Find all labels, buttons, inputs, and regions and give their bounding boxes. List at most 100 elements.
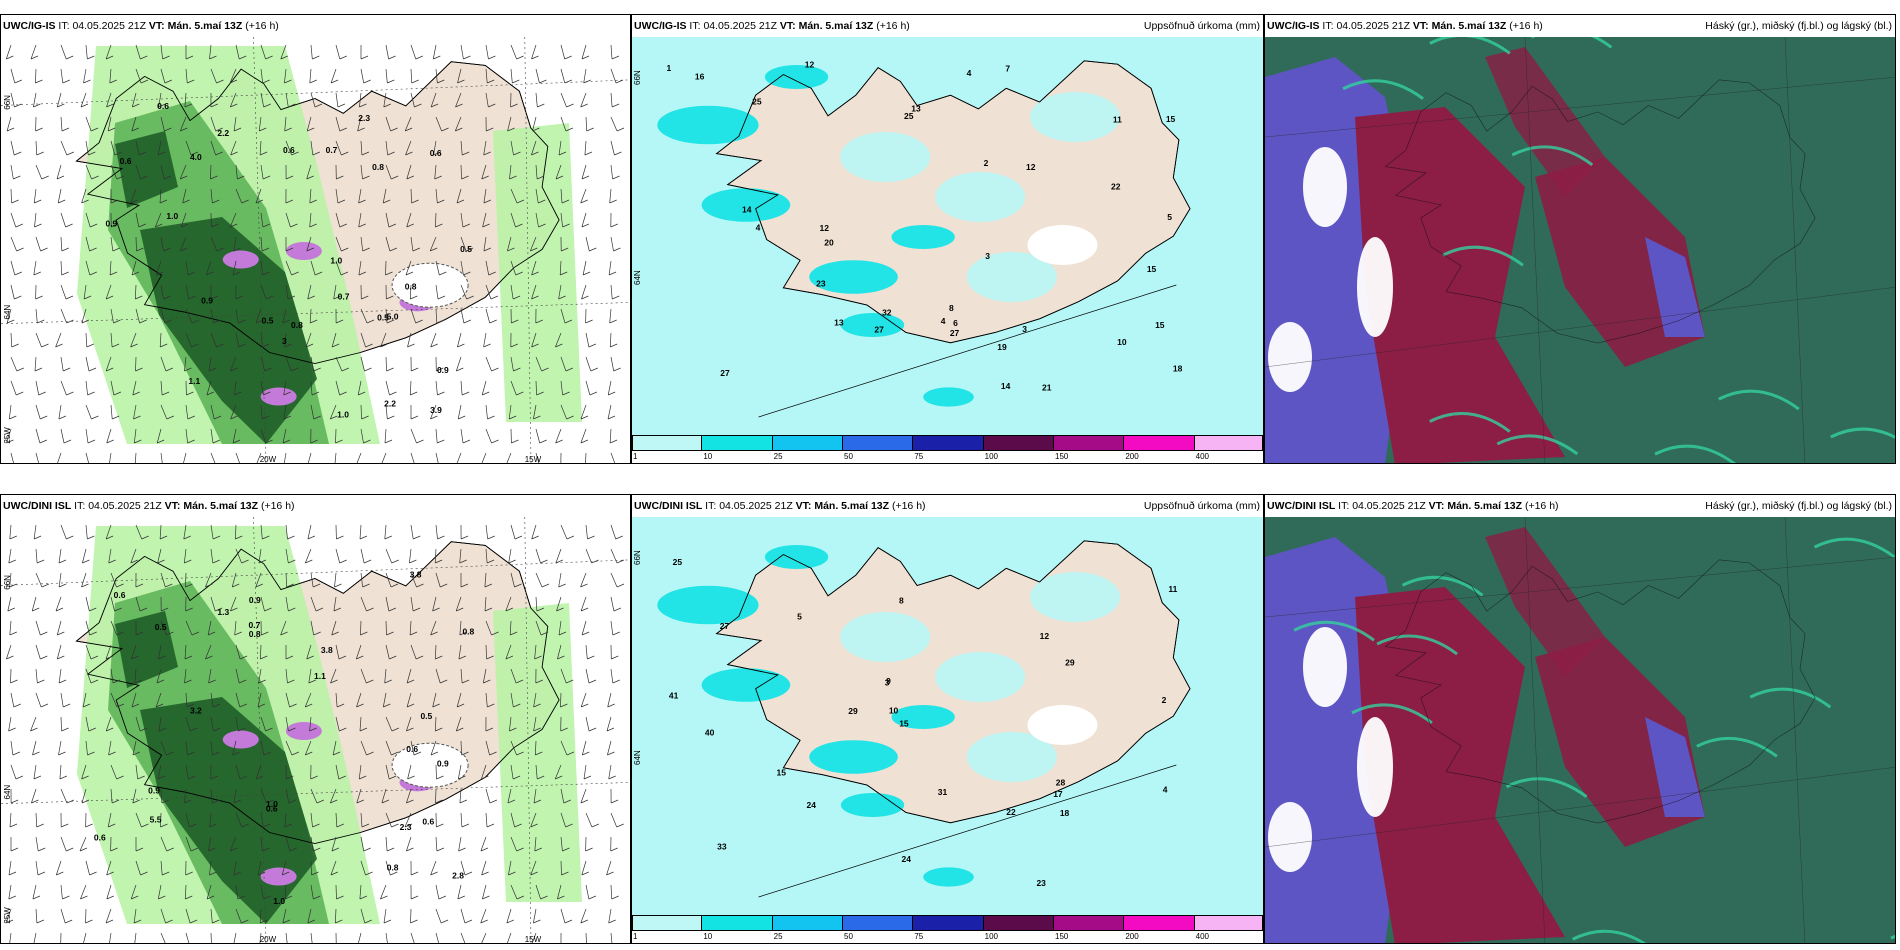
wind-precip-map[interactable]: 66N 64N 25W 20W 15W 1.0 0.9 0.5 0.7 0.6 0.8 1.0 0.6 0… [1, 37, 631, 464]
wind-barb [281, 860, 290, 876]
cloud-edge-contour [1429, 37, 1511, 55]
precip-value-label: 0.9 [105, 218, 117, 228]
wind-barb [610, 236, 621, 252]
wind-barb [35, 548, 45, 564]
wind-barb [206, 884, 215, 900]
cloud-cover-map[interactable] [1265, 517, 1896, 944]
wind-barb [610, 572, 625, 588]
snow-area [222, 250, 259, 269]
wind-barb [31, 788, 39, 804]
wind-barb [459, 548, 467, 564]
precip-amount-label: 12 [805, 60, 815, 70]
high-cloud-area [1355, 107, 1565, 463]
model-name: UWC/DINI ISL [634, 500, 703, 512]
wind-barb [135, 716, 148, 732]
wind-barb [335, 380, 347, 396]
wind-barb [559, 260, 568, 276]
wind-barb [435, 116, 449, 132]
wind-barb [480, 908, 488, 924]
wind-barb [580, 908, 588, 924]
colorbar-frame [632, 435, 1263, 451]
wind-barb [360, 908, 372, 924]
wind-barb [106, 92, 114, 108]
wind-barb [385, 548, 399, 564]
wind-barb [5, 44, 14, 60]
wind-barb [434, 164, 442, 180]
wind-barb [35, 572, 50, 588]
precip-amount-label: 12 [820, 223, 830, 233]
precip-amount-label: 15 [776, 767, 786, 777]
wind-barb [185, 260, 196, 276]
wind-barb [580, 404, 589, 420]
wind-barb [310, 260, 323, 276]
wind-barb [510, 284, 521, 300]
wind-barb [580, 596, 589, 612]
wind-barb [134, 668, 142, 684]
colorbar-segment [702, 435, 773, 451]
wind-barb [335, 236, 349, 252]
precip-amount-label: 28 [1056, 778, 1066, 788]
wind-barb [131, 116, 139, 132]
wind-barb [508, 548, 516, 564]
wind-barb [535, 68, 547, 84]
wind-barb [160, 356, 174, 372]
lead-time: (+16 h) [891, 500, 926, 512]
wind-barb [557, 644, 565, 660]
cloud-cover-map[interactable] [1265, 37, 1896, 464]
precip-light-area [966, 732, 1057, 782]
accum-precip-map[interactable]: 66N64N9118152524272415104029311817122223… [632, 517, 1264, 917]
wind-barb [435, 452, 439, 463]
axis-label: 66N [3, 95, 12, 110]
wind-barb [58, 548, 67, 564]
colorbar-tick-label: 10 [703, 932, 713, 941]
precip-amount-label: 13 [911, 103, 921, 113]
wind-barb [185, 404, 195, 420]
wind-barb [358, 260, 367, 276]
precip-amount-label: 25 [752, 97, 762, 107]
axis-label: 64N [3, 785, 12, 800]
model-name: UWC/IG-IS [3, 20, 56, 32]
wind-barb [110, 572, 124, 588]
wind-barb [580, 428, 589, 444]
wind-barb [60, 116, 70, 132]
wind-barb [510, 260, 523, 276]
wind-barb [410, 236, 421, 252]
wind-barb [460, 164, 469, 180]
wind-barb [60, 212, 73, 228]
coastline [715, 60, 1191, 344]
wind-barb [310, 572, 321, 588]
wind-barb [435, 68, 445, 84]
precip-value-label: 3 [282, 336, 287, 346]
wind-barb [208, 356, 217, 372]
wind-barb [507, 236, 515, 252]
wind-barb [35, 428, 48, 444]
wind-barb [35, 908, 45, 924]
wind-barb [357, 380, 366, 396]
wind-barb [610, 92, 620, 108]
wind-barb [507, 116, 515, 132]
wind-barb [284, 116, 292, 132]
wind-barb [460, 860, 473, 876]
wind-barb [509, 716, 517, 732]
wind-barb [285, 668, 295, 684]
wind-barb [410, 68, 419, 84]
valid-time: Mán. 5.maí 13Z [183, 500, 259, 512]
wind-barb [560, 692, 568, 708]
wind-barb [235, 644, 248, 660]
wind-barb [457, 404, 466, 420]
wind-barb [229, 836, 238, 852]
wind-barb [381, 452, 387, 463]
wind-barb [284, 332, 292, 348]
wind-barb [110, 164, 124, 180]
graticule-line [1265, 76, 1895, 138]
precip-amount-label: 4 [941, 316, 946, 326]
colorbar-segment [632, 435, 703, 451]
wind-barb [460, 212, 471, 228]
precip-max-area [764, 545, 829, 569]
wind-barb [185, 812, 197, 828]
init-time: 04.05.2025 21Z [1352, 500, 1426, 512]
wind-barb [581, 860, 589, 876]
contour-line [758, 284, 1177, 418]
